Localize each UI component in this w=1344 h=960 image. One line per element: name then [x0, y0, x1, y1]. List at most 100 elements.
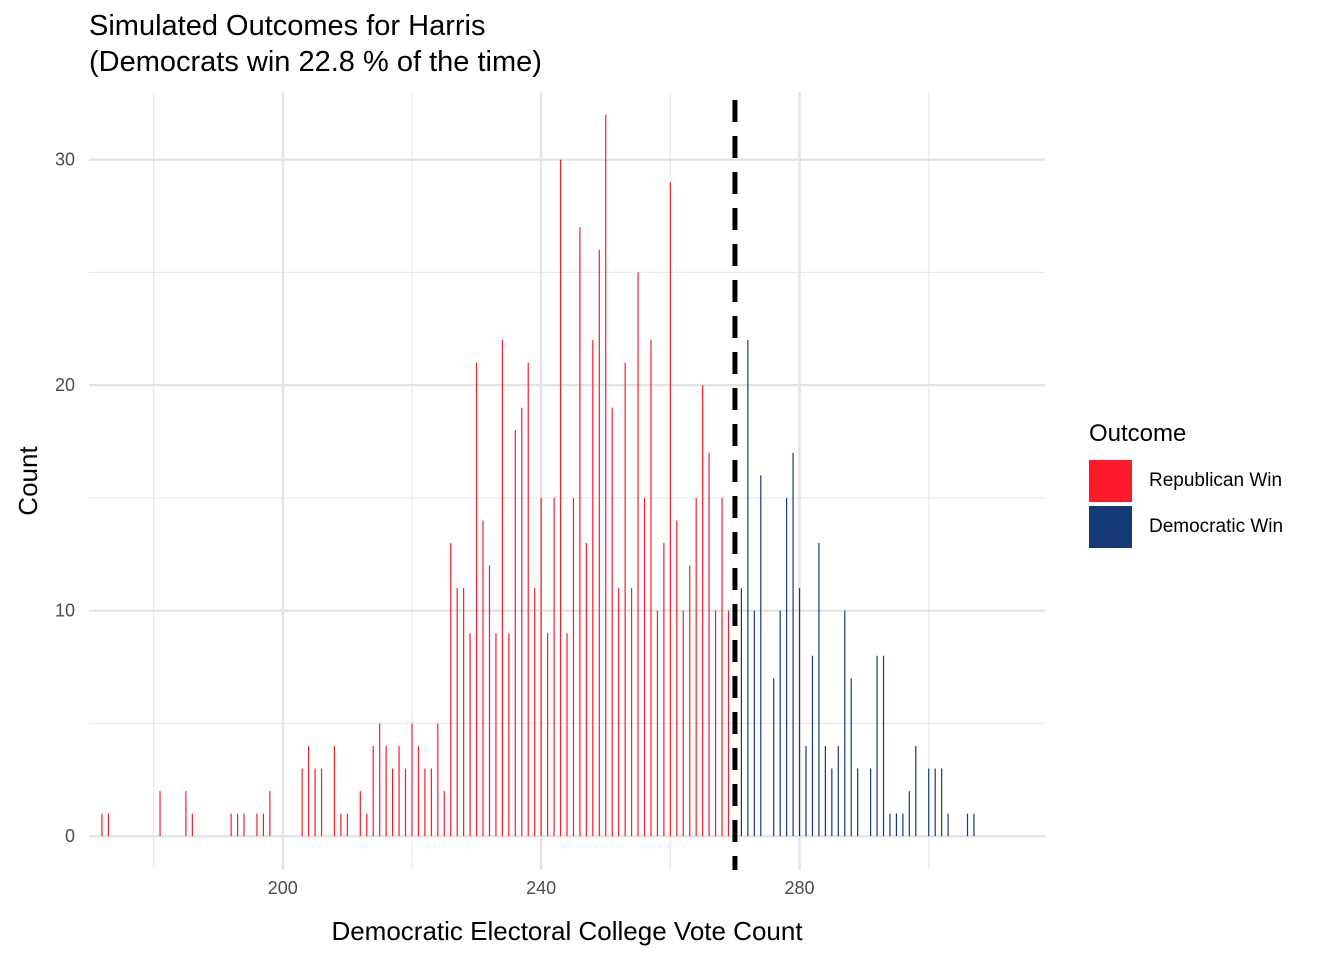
- bar-democratic-win: [773, 678, 775, 837]
- bar-democratic-win: [753, 610, 755, 837]
- bar-republican-win: [495, 633, 497, 837]
- legend-swatch-democratic-win: [1089, 506, 1132, 548]
- bar-republican-win: [566, 633, 568, 837]
- bar-republican-win: [391, 768, 394, 837]
- bar-republican-win: [469, 633, 471, 837]
- legend-title: Outcome: [1089, 420, 1187, 447]
- bar-republican-win: [437, 723, 439, 837]
- legend-label-democratic-win: Democratic Win: [1149, 516, 1284, 537]
- bar-republican-win: [695, 497, 697, 837]
- bar-republican-win: [637, 272, 639, 837]
- bar-republican-win: [553, 497, 555, 837]
- bar-republican-win: [547, 633, 549, 837]
- x-tick-label: 240: [526, 878, 556, 898]
- bar-republican-win: [191, 813, 193, 837]
- bar-republican-win: [514, 430, 516, 837]
- bar-republican-win: [262, 813, 265, 837]
- bar-democratic-win: [844, 610, 846, 837]
- bar-republican-win: [159, 791, 161, 837]
- bar-republican-win: [424, 768, 426, 837]
- bar-republican-win: [301, 768, 303, 837]
- bar-republican-win: [682, 610, 684, 837]
- bar-republican-win: [585, 543, 587, 837]
- bar-republican-win: [559, 159, 562, 837]
- bar-republican-win: [398, 745, 400, 837]
- bar-republican-win: [443, 791, 445, 837]
- bar-republican-win: [475, 362, 478, 837]
- bar-republican-win: [669, 182, 671, 837]
- legend-swatch-republican-win: [1089, 460, 1132, 502]
- x-tick-label: 280: [785, 878, 815, 898]
- bar-republican-win: [359, 791, 361, 837]
- bar-democratic-win: [947, 813, 949, 837]
- bar-republican-win: [643, 497, 646, 837]
- bar-republican-win: [404, 768, 407, 837]
- bar-democratic-win: [831, 768, 833, 837]
- bar-republican-win: [689, 565, 691, 837]
- bar-democratic-win: [908, 791, 910, 837]
- legend-item-republican-win: Republican Win: [1089, 458, 1283, 504]
- legend-item-democratic-win: Democratic Win: [1089, 504, 1283, 550]
- bar-republican-win: [320, 768, 323, 837]
- bar-republican-win: [430, 768, 432, 837]
- bar-republican-win: [572, 497, 575, 837]
- bar-republican-win: [314, 768, 316, 837]
- bar-republican-win: [630, 588, 633, 837]
- bar-democratic-win: [792, 452, 794, 837]
- bar-republican-win: [650, 340, 652, 837]
- y-axis-label: Count: [13, 446, 43, 516]
- y-tick-label: 10: [55, 601, 75, 621]
- bar-democratic-win: [928, 768, 930, 837]
- bar-republican-win: [411, 723, 413, 837]
- bar-democratic-win: [915, 745, 917, 837]
- bar-democratic-win: [876, 655, 878, 837]
- y-tick-label: 0: [65, 826, 75, 846]
- bar-republican-win: [598, 249, 600, 837]
- bar-republican-win: [521, 407, 523, 837]
- bar-republican-win: [676, 520, 678, 837]
- bar-republican-win: [236, 813, 239, 837]
- bar-republican-win: [592, 340, 594, 837]
- bar-democratic-win: [837, 745, 839, 837]
- bar-republican-win: [721, 497, 723, 837]
- x-tick-label: 200: [268, 878, 298, 898]
- legend: Outcome Republican Win Democratic Win: [1089, 420, 1283, 550]
- bar-republican-win: [346, 813, 348, 837]
- bar-republican-win: [308, 745, 310, 837]
- bar-republican-win: [663, 543, 665, 837]
- bar-republican-win: [456, 588, 458, 837]
- bar-democratic-win: [934, 768, 936, 837]
- bar-republican-win: [379, 723, 381, 837]
- bar-republican-win: [727, 610, 730, 837]
- legend-label-republican-win: Republican Win: [1149, 470, 1283, 491]
- bar-republican-win: [501, 340, 504, 837]
- bar-democratic-win: [966, 813, 969, 837]
- bar-republican-win: [579, 227, 581, 837]
- bar-republican-win: [385, 745, 387, 837]
- bar-republican-win: [534, 588, 536, 837]
- bar-republican-win: [508, 633, 510, 837]
- bar-democratic-win: [882, 655, 885, 837]
- bar-democratic-win: [857, 768, 859, 837]
- bar-republican-win: [702, 385, 704, 837]
- bar-democratic-win: [824, 745, 826, 837]
- bar-republican-win: [417, 745, 420, 837]
- bar-republican-win: [540, 497, 542, 837]
- bar-democratic-win: [895, 813, 898, 837]
- bar-democratic-win: [818, 543, 820, 837]
- bar-republican-win: [488, 565, 491, 837]
- bar-republican-win: [243, 813, 245, 837]
- bar-republican-win: [482, 520, 484, 837]
- bar-republican-win: [450, 543, 452, 837]
- bar-republican-win: [340, 813, 342, 837]
- bar-democratic-win: [941, 768, 943, 837]
- chart-title-block: Simulated Outcomes for Harris (Democrats…: [89, 8, 542, 80]
- chart-subtitle: (Democrats win 22.8 % of the time): [89, 46, 542, 78]
- bar-democratic-win: [869, 768, 872, 837]
- bar-republican-win: [101, 813, 103, 837]
- bar-republican-win: [527, 362, 529, 837]
- bar-democratic-win: [760, 475, 762, 837]
- bar-democratic-win: [740, 588, 743, 837]
- x-axis-label: Democratic Electoral College Vote Count: [331, 916, 803, 946]
